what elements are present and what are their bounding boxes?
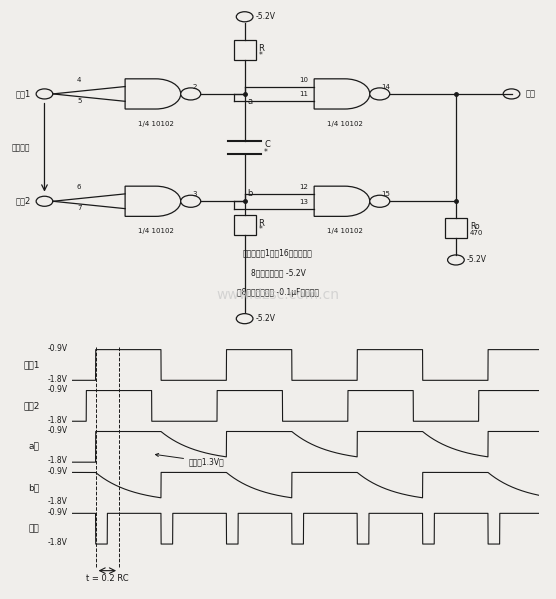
Circle shape <box>36 196 53 206</box>
Text: 7: 7 <box>77 205 82 211</box>
Text: Ro: Ro <box>470 222 479 231</box>
Text: *: * <box>264 148 268 157</box>
Circle shape <box>370 195 390 207</box>
Text: 10: 10 <box>300 77 309 83</box>
PathPatch shape <box>314 79 370 109</box>
Circle shape <box>236 12 253 22</box>
PathPatch shape <box>314 186 370 216</box>
Circle shape <box>448 255 464 265</box>
Bar <box>234 214 256 235</box>
Text: 输入2: 输入2 <box>16 196 31 206</box>
Text: b点: b点 <box>28 483 39 492</box>
Text: -0.9V: -0.9V <box>47 467 68 476</box>
Bar <box>445 218 467 238</box>
Text: 15: 15 <box>381 191 390 197</box>
Text: 1/4 10102: 1/4 10102 <box>327 121 363 127</box>
Text: -1.8V: -1.8V <box>48 497 68 506</box>
Text: 12: 12 <box>300 184 309 190</box>
Text: 输出: 输出 <box>29 524 39 533</box>
Text: 1/4 10102: 1/4 10102 <box>327 228 363 234</box>
Text: 输入1: 输入1 <box>23 361 39 370</box>
Text: 470: 470 <box>470 230 483 236</box>
Text: 集成电路的1脚和16脚为接地端: 集成电路的1脚和16脚为接地端 <box>243 248 313 257</box>
Text: -1.8V: -1.8V <box>48 539 68 547</box>
Bar <box>234 40 256 60</box>
Text: 13: 13 <box>300 199 309 205</box>
Text: 在8脚与地之间接 -0.1μF帧路电容: 在8脚与地之间接 -0.1μF帧路电容 <box>237 289 319 298</box>
Text: 阀値（1.3V）: 阀値（1.3V） <box>156 453 225 466</box>
Text: 5: 5 <box>77 98 81 104</box>
Text: a点: a点 <box>29 442 39 451</box>
Text: www.dzsc.com.cn: www.dzsc.com.cn <box>216 288 340 302</box>
Text: 11: 11 <box>300 91 309 97</box>
Text: 6: 6 <box>77 184 82 190</box>
Text: R: R <box>259 44 265 53</box>
Text: -1.8V: -1.8V <box>48 374 68 383</box>
Text: 4: 4 <box>77 77 81 83</box>
Text: t = 0.2 RC: t = 0.2 RC <box>86 574 128 583</box>
Circle shape <box>181 195 201 207</box>
Text: 2: 2 <box>192 84 197 90</box>
Text: a: a <box>247 97 252 106</box>
Text: R: R <box>259 219 265 228</box>
Text: 1/4 10102: 1/4 10102 <box>138 228 173 234</box>
Text: C: C <box>264 140 270 149</box>
PathPatch shape <box>125 186 181 216</box>
Text: -5.2V: -5.2V <box>256 314 276 323</box>
Circle shape <box>370 88 390 100</box>
Text: 8脚为电源正源 -5.2V: 8脚为电源正源 -5.2V <box>251 268 305 277</box>
Text: -0.9V: -0.9V <box>47 344 68 353</box>
Text: -0.9V: -0.9V <box>47 507 68 516</box>
Text: *: * <box>259 225 262 234</box>
Circle shape <box>503 89 520 99</box>
Text: 1/4 10102: 1/4 10102 <box>138 121 173 127</box>
Text: 差分输入: 差分输入 <box>12 143 31 152</box>
Circle shape <box>36 89 53 99</box>
Circle shape <box>236 314 253 323</box>
Text: -5.2V: -5.2V <box>467 255 487 265</box>
Text: b: b <box>247 189 253 198</box>
Text: -1.8V: -1.8V <box>48 416 68 425</box>
Text: -1.8V: -1.8V <box>48 456 68 465</box>
Text: 14: 14 <box>381 84 390 90</box>
PathPatch shape <box>125 79 181 109</box>
Text: *: * <box>259 51 262 60</box>
Text: 3: 3 <box>192 191 197 197</box>
Text: 输入1: 输入1 <box>16 89 31 98</box>
Text: 输入2: 输入2 <box>23 401 39 410</box>
Text: -0.9V: -0.9V <box>47 426 68 435</box>
Text: -0.9V: -0.9V <box>47 385 68 394</box>
Text: -5.2V: -5.2V <box>256 12 276 22</box>
Text: 输出: 输出 <box>525 89 535 98</box>
Circle shape <box>181 88 201 100</box>
